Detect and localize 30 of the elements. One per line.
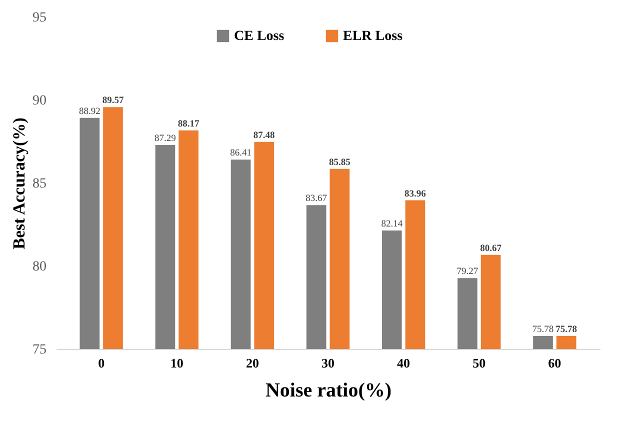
y-axis-title: Best Accuracy(%) bbox=[10, 118, 28, 250]
y-tick-label: 80 bbox=[32, 260, 46, 274]
y-tick-label: 85 bbox=[32, 176, 46, 192]
data-label: 89.57 bbox=[102, 96, 124, 106]
legend-label: CE Loss bbox=[234, 29, 285, 44]
x-tick-label: 10 bbox=[170, 356, 184, 370]
data-label: 88.17 bbox=[178, 119, 200, 130]
data-label: 87.29 bbox=[154, 134, 176, 144]
y-tick-label: 95 bbox=[32, 10, 46, 26]
data-label: 80.67 bbox=[480, 244, 502, 254]
data-label: 87.48 bbox=[253, 130, 276, 141]
data-label: 82.14 bbox=[381, 219, 403, 230]
x-tick-label: 30 bbox=[322, 356, 334, 370]
data-label: 83.96 bbox=[404, 189, 426, 200]
y-tick-label: 90 bbox=[32, 94, 46, 108]
data-label: 75.78 bbox=[556, 325, 578, 336]
x-axis-title: Noise ratio(%) bbox=[265, 380, 392, 402]
x-tick-label: 40 bbox=[397, 356, 410, 370]
x-tick-label: 20 bbox=[246, 356, 259, 370]
data-label: 79.27 bbox=[456, 267, 478, 278]
x-tick-label: 50 bbox=[472, 356, 486, 370]
data-label: 86.41 bbox=[230, 148, 252, 159]
y-tick-label: 75 bbox=[32, 342, 46, 358]
data-label: 83.67 bbox=[306, 194, 328, 204]
x-tick-label: 60 bbox=[548, 356, 562, 370]
data-label: 85.85 bbox=[328, 158, 351, 168]
data-label: 88.92 bbox=[78, 106, 101, 117]
x-tick-label: 0 bbox=[98, 356, 105, 370]
legend-label: ELR Loss bbox=[343, 29, 404, 44]
data-label: 75.78 bbox=[532, 325, 554, 336]
